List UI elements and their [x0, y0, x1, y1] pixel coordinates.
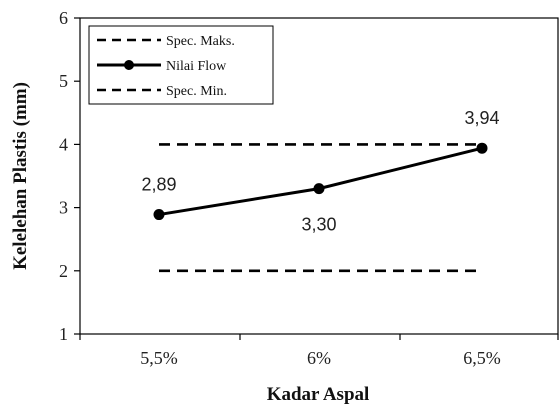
x-axis: 5,5% 6% 6,5% — [79, 334, 559, 368]
legend-label: Nilai Flow — [166, 59, 227, 74]
y-axis-title: Kelelehan Plastis (mm) — [10, 82, 31, 270]
series-layer — [153, 142, 488, 273]
legend-label: Spec. Maks. — [166, 34, 235, 49]
y-tick-label: 4 — [59, 134, 68, 154]
data-label: 3,94 — [464, 108, 499, 128]
data-point — [476, 142, 488, 154]
x-tick-label: 5,5% — [140, 348, 178, 368]
data-point — [313, 183, 325, 195]
legend-marker — [124, 60, 134, 70]
data-point — [153, 209, 165, 221]
y-tick-label: 5 — [59, 71, 68, 91]
data-labels: 2,89 3,30 3,94 — [141, 108, 499, 234]
x-tick-label: 6% — [307, 348, 331, 368]
y-tick-label: 2 — [59, 261, 68, 281]
legend: Spec. Maks. Nilai Flow Spec. Min. — [88, 25, 274, 105]
x-tick-label: 6,5% — [463, 348, 501, 368]
x-axis-title: Kadar Aspal — [267, 384, 370, 405]
y-tick-label: 6 — [59, 8, 68, 28]
y-axis: 1 2 3 4 5 6 — [59, 8, 80, 344]
legend-label: Spec. Min. — [166, 84, 227, 99]
y-tick-label: 3 — [59, 198, 68, 218]
data-label: 2,89 — [141, 175, 176, 195]
y-tick-label: 1 — [59, 324, 68, 344]
data-label: 3,30 — [301, 215, 336, 235]
